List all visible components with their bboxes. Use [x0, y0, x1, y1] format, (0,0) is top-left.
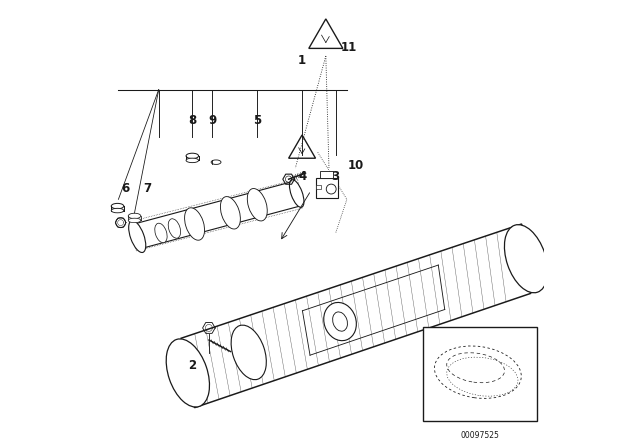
- Text: 5: 5: [253, 114, 261, 128]
- Ellipse shape: [111, 203, 124, 209]
- Polygon shape: [134, 181, 300, 249]
- Ellipse shape: [129, 220, 146, 253]
- Ellipse shape: [186, 158, 198, 163]
- Bar: [320, 171, 333, 178]
- Bar: [423, 327, 538, 421]
- Ellipse shape: [326, 184, 336, 194]
- Text: 9: 9: [209, 114, 216, 128]
- Ellipse shape: [166, 339, 209, 407]
- Text: 6: 6: [121, 181, 129, 195]
- Ellipse shape: [247, 189, 268, 221]
- Ellipse shape: [231, 325, 266, 379]
- Text: 3: 3: [332, 170, 340, 184]
- Text: 2: 2: [188, 358, 196, 372]
- Bar: [316, 178, 338, 198]
- Ellipse shape: [128, 213, 141, 219]
- Ellipse shape: [324, 302, 356, 340]
- Ellipse shape: [211, 160, 221, 164]
- Ellipse shape: [184, 208, 205, 240]
- Ellipse shape: [155, 223, 167, 243]
- Ellipse shape: [128, 218, 141, 223]
- Ellipse shape: [168, 219, 180, 238]
- Ellipse shape: [116, 218, 125, 228]
- Bar: [316, 185, 321, 189]
- Ellipse shape: [111, 208, 124, 213]
- Ellipse shape: [289, 180, 304, 207]
- Text: 10: 10: [348, 159, 364, 172]
- Text: 11: 11: [341, 40, 357, 54]
- Ellipse shape: [504, 224, 548, 293]
- Text: 7: 7: [143, 181, 152, 195]
- Ellipse shape: [186, 153, 198, 159]
- Text: 4: 4: [298, 170, 306, 184]
- Text: 00097525: 00097525: [461, 431, 500, 440]
- Ellipse shape: [220, 197, 241, 229]
- Text: 8: 8: [188, 114, 196, 128]
- Text: 1: 1: [298, 54, 306, 67]
